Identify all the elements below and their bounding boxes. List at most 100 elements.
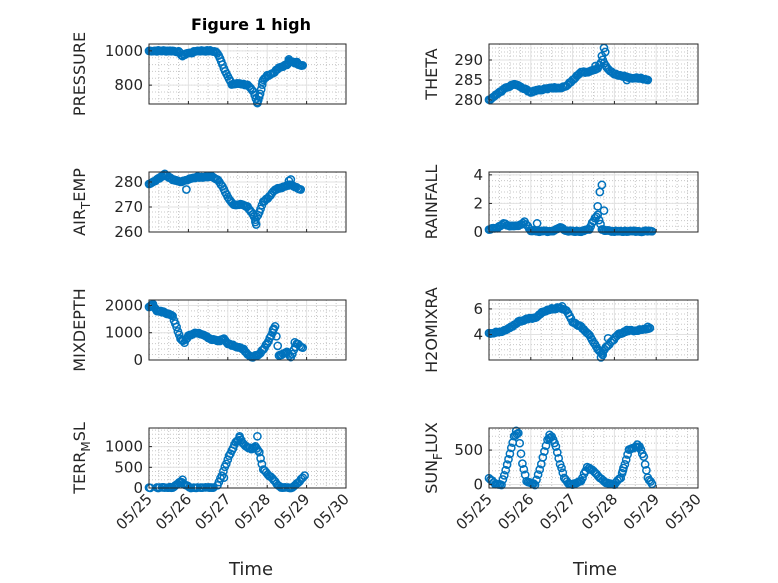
subplot-airtemp: 260 270 280 AIRTEMP: [70, 168, 347, 241]
y-axis-label: AIRTEMP: [70, 168, 93, 236]
data-point: [251, 94, 261, 104]
x-tick-label: 05/28: [231, 490, 274, 533]
data-point: [535, 465, 545, 474]
data-point: [552, 448, 562, 457]
data-point: [540, 447, 549, 456]
data-point: [254, 447, 264, 457]
data-point: [557, 463, 566, 473]
y-tick-label: 4: [473, 325, 483, 343]
data-point: [253, 431, 262, 441]
data-point: [594, 215, 604, 225]
y-tick-label: 285: [454, 71, 483, 89]
y-axis-label: TERRMSL: [70, 422, 93, 495]
data-point: [593, 201, 603, 211]
data-point: [538, 453, 548, 462]
data-point: [589, 338, 598, 347]
y-tick-label: 0: [133, 351, 143, 369]
data-point: [258, 77, 267, 87]
y-tick-label: 260: [114, 223, 143, 241]
data-point: [511, 426, 521, 436]
y-axis-label: PRESSURE: [70, 32, 89, 116]
axes-frame: [148, 43, 347, 105]
data-point: [519, 464, 529, 474]
data-point: [502, 460, 512, 469]
data-point: [221, 459, 231, 469]
data-point: [146, 301, 156, 310]
data-point: [584, 463, 594, 473]
data-point: [551, 442, 561, 451]
data-point: [256, 454, 265, 463]
axes-frame: [488, 299, 699, 361]
data-point: [498, 475, 508, 484]
data-point: [282, 347, 292, 357]
data-point: [599, 206, 609, 215]
x-tick-label: 05/28: [578, 490, 621, 533]
y-tick-label: 280: [454, 91, 483, 109]
y-axis-label: SUNFLUX: [422, 422, 445, 494]
data-point: [578, 473, 587, 483]
subplot-sunflux: 0 500 SUNFLUX 05/2505/2605/2705/2805/2905/3…: [422, 422, 705, 533]
data-point: [292, 57, 302, 67]
data-point: [622, 75, 632, 85]
data-point: [530, 480, 540, 490]
subplot-terrmsl: 05001000TERRMSL05/2505/2605/2705/2805/29…: [70, 422, 353, 533]
data-point: [533, 470, 543, 479]
x-tick-label: 05/25: [453, 490, 496, 533]
x-tick-label: 05/29: [270, 490, 313, 533]
subplot-h2omixra: 4 6 H2OMIXRA: [422, 287, 699, 373]
data-point: [554, 453, 564, 463]
y-tick-label: 280: [114, 173, 143, 191]
y-tick-label: 0: [473, 223, 483, 241]
y-tick-label: 0: [473, 476, 483, 494]
data-point: [545, 430, 554, 440]
data-point: [557, 302, 567, 311]
data-point: [499, 471, 509, 480]
y-tick-label: 1000: [105, 42, 143, 60]
data-point: [506, 443, 516, 453]
data-point: [598, 350, 608, 360]
data-point: [251, 220, 261, 229]
data-point: [504, 454, 513, 464]
data-point: [296, 185, 306, 194]
data-point: [591, 61, 600, 71]
subplot-theta: 280 285 290 THETA: [422, 43, 699, 109]
data-point: [633, 440, 642, 449]
data-point: [513, 428, 523, 438]
data-point: [287, 349, 297, 359]
x-axis-label-left: Time: [228, 559, 273, 580]
x-axis-label-right: Time: [572, 559, 617, 580]
y-axis-label: THETA: [422, 48, 441, 100]
data-point: [593, 210, 603, 220]
data-point: [497, 480, 506, 490]
axes-frame: [148, 171, 347, 233]
data-point: [219, 473, 229, 483]
x-tick-label: 05/27: [191, 490, 234, 533]
data-point: [168, 311, 177, 321]
x-tick-label: 05/29: [620, 490, 663, 533]
data-point: [600, 47, 610, 57]
data-point: [182, 185, 191, 194]
data-point: [300, 471, 309, 480]
data-point: [290, 337, 300, 347]
data-point: [298, 343, 308, 353]
y-tick-label: 0: [133, 479, 143, 497]
data-point: [217, 471, 227, 481]
y-tick-label: 500: [114, 458, 143, 476]
data-point: [172, 322, 181, 332]
data-point: [178, 475, 187, 485]
y-tick-label: 500: [454, 441, 483, 459]
subplot-pressure: 800 1000 PRESSURE: [70, 32, 347, 116]
x-tick-label: 05/26: [494, 490, 537, 533]
data-point: [597, 180, 607, 190]
data-point: [235, 431, 244, 441]
y-tick-label: 290: [454, 51, 483, 69]
data-point: [541, 441, 551, 451]
data-point: [640, 460, 650, 469]
y-tick-label: 270: [114, 198, 143, 216]
data-point: [516, 449, 526, 459]
axes-frame: [488, 43, 699, 105]
y-tick-label: 2000: [105, 296, 143, 314]
y-tick-label: 800: [114, 76, 143, 94]
data-point: [518, 459, 527, 468]
